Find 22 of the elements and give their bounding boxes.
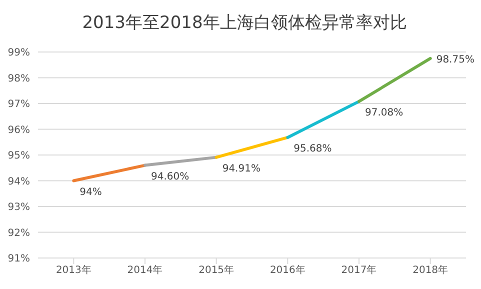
y-tick-label: 94% <box>8 176 30 188</box>
data-label: 94.91% <box>222 163 260 174</box>
y-tick-label: 98% <box>8 73 30 84</box>
x-tick-label: 2016年 <box>270 264 306 276</box>
y-tick-label: 97% <box>8 99 30 110</box>
chart-title: 2013年至2018年上海白领体检异常率对比 <box>81 12 408 34</box>
y-tick-label: 95% <box>8 150 30 162</box>
x-tick-label: 2018年 <box>412 264 448 276</box>
y-tick-label: 93% <box>8 202 30 214</box>
x-tick-label: 2017年 <box>341 264 377 276</box>
data-label: 95.68% <box>294 143 332 154</box>
data-label: 98.75% <box>436 54 474 66</box>
x-tick-label: 2014年 <box>127 264 163 276</box>
x-tick-label: 2013年 <box>56 264 92 276</box>
y-tick-label: 91% <box>8 254 30 265</box>
y-tick-label: 92% <box>8 228 30 239</box>
y-tick-label: 96% <box>8 124 30 136</box>
x-tick-label: 2015年 <box>198 264 234 276</box>
data-label: 94% <box>80 186 102 198</box>
y-tick-label: 99% <box>8 48 30 59</box>
data-label: 94.60% <box>151 171 190 182</box>
data-label: 97.08% <box>365 107 404 118</box>
